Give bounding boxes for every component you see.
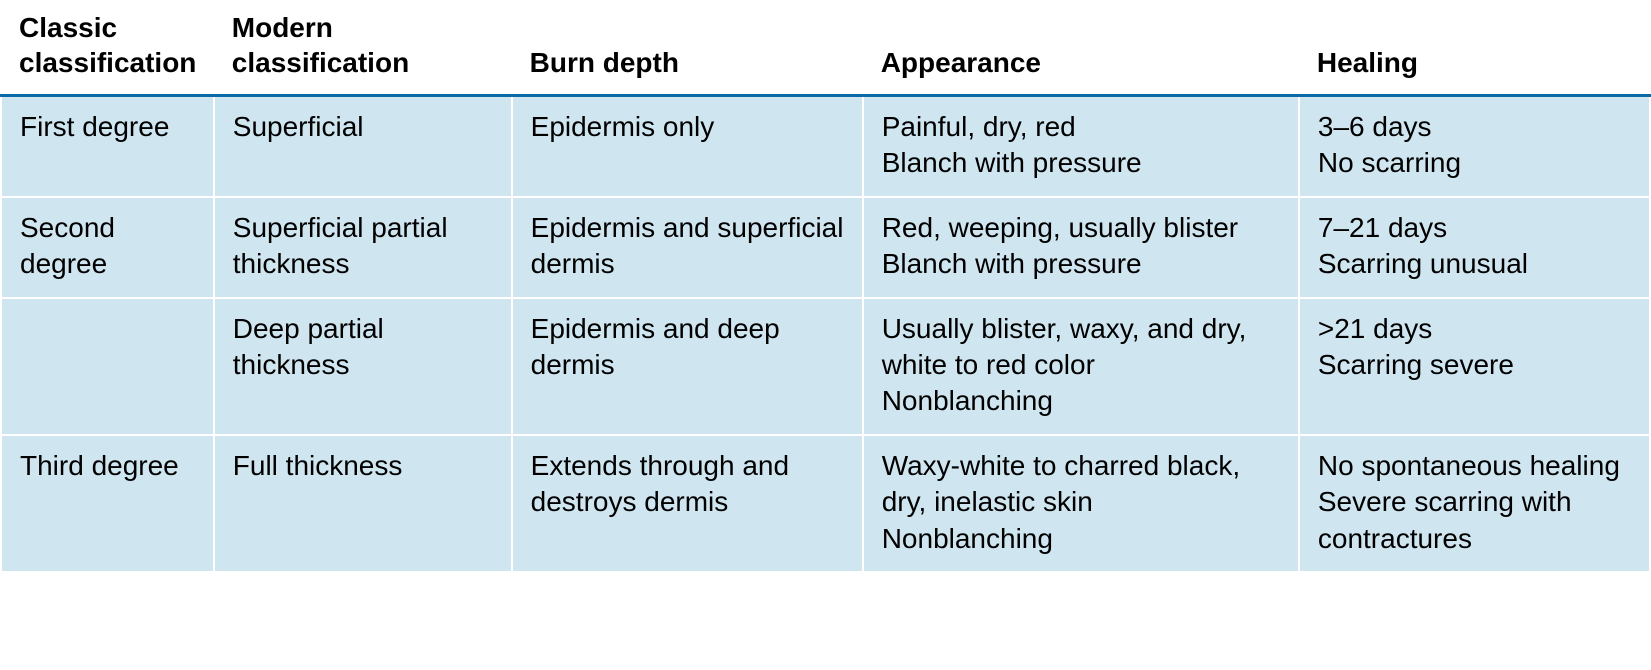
cell-classic: Third degree	[1, 435, 214, 572]
col-header-appearance: Appearance	[863, 0, 1299, 96]
cell-modern: Full thickness	[214, 435, 512, 572]
cell-appearance: Painful, dry, red Blanch with pressure	[863, 96, 1299, 197]
cell-classic: First degree	[1, 96, 214, 197]
col-header-healing: Healing	[1299, 0, 1650, 96]
cell-depth: Epidermis and superficial dermis	[512, 197, 863, 298]
cell-depth: Epidermis and deep dermis	[512, 298, 863, 435]
table-row: First degree Superficial Epidermis only …	[1, 96, 1650, 197]
cell-appearance: Red, weeping, usually blister Blanch wit…	[863, 197, 1299, 298]
burn-classification-table-wrap: Classic classification Modern classifica…	[0, 0, 1651, 573]
table-row: Second degree Superficial partial thickn…	[1, 197, 1650, 298]
burn-classification-table: Classic classification Modern classifica…	[0, 0, 1651, 573]
cell-depth: Epidermis only	[512, 96, 863, 197]
cell-depth: Extends through and destroys dermis	[512, 435, 863, 572]
col-header-classic: Classic classification	[1, 0, 214, 96]
cell-appearance: Waxy-white to charred black, dry, inelas…	[863, 435, 1299, 572]
cell-healing: 3–6 days No scarring	[1299, 96, 1650, 197]
cell-healing: >21 days Scarring severe	[1299, 298, 1650, 435]
cell-modern: Deep partial thickness	[214, 298, 512, 435]
cell-appearance: Usually blister, waxy, and dry, white to…	[863, 298, 1299, 435]
table-header-row: Classic classification Modern classifica…	[1, 0, 1650, 96]
cell-healing: 7–21 days Scarring unusual	[1299, 197, 1650, 298]
table-row: Deep partial thickness Epidermis and dee…	[1, 298, 1650, 435]
cell-modern: Superficial partial thickness	[214, 197, 512, 298]
col-header-depth: Burn depth	[512, 0, 863, 96]
col-header-modern: Modern classification	[214, 0, 512, 96]
cell-classic: Second degree	[1, 197, 214, 298]
table-row: Third degree Full thickness Extends thro…	[1, 435, 1650, 572]
cell-classic	[1, 298, 214, 435]
cell-modern: Superficial	[214, 96, 512, 197]
cell-healing: No spontaneous healing Severe scarring w…	[1299, 435, 1650, 572]
